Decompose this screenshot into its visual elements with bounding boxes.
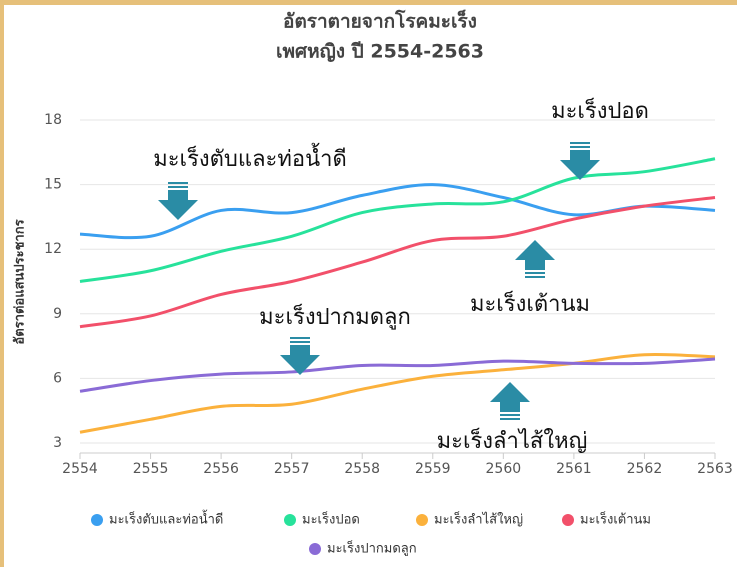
annotation-text: มะเร็งลำไส้ใหญ่ (437, 426, 588, 454)
x-tick-label: 2559 (415, 461, 451, 477)
x-tick-label: 2554 (62, 461, 98, 477)
arrow-part (280, 355, 320, 375)
legend-swatch (416, 514, 428, 526)
legend-swatch (284, 514, 296, 526)
x-tick-label: 2561 (556, 461, 592, 477)
x-tick-label: 2556 (203, 461, 239, 477)
arrow-part (525, 276, 545, 278)
x-tick-label: 2557 (274, 461, 310, 477)
x-tick-label: 2563 (697, 461, 733, 477)
annotation-arrow (560, 142, 600, 180)
y-axis-label: อัตราต่อแสนประชากร (13, 219, 28, 344)
y-tick-label: 9 (53, 306, 62, 322)
arrow-part (500, 418, 520, 420)
frame-left (0, 0, 4, 567)
arrow-part (515, 240, 555, 260)
arrow-part (290, 341, 310, 343)
series-line (79, 352, 716, 434)
legend-swatch (91, 514, 103, 526)
legend-swatch (309, 543, 321, 555)
arrow-part (560, 160, 600, 180)
arrow-part (525, 272, 545, 274)
arrow-part (500, 402, 520, 412)
series-line (79, 196, 716, 329)
series-line (79, 157, 716, 283)
x-tick-label: 2558 (344, 461, 380, 477)
annotation-arrow (515, 240, 555, 278)
y-tick-label: 12 (44, 241, 62, 257)
legend-label: มะเร็งลำไส้ใหญ่ (434, 510, 523, 528)
x-tick-label: 2555 (133, 461, 169, 477)
legend-label: มะเร็งปากมดลูก (327, 539, 417, 557)
x-tick-label: 2560 (486, 461, 522, 477)
arrow-part (168, 182, 188, 184)
legend-swatch (562, 514, 574, 526)
arrow-part (290, 337, 310, 339)
arrow-part (570, 150, 590, 160)
chart-subtitle: เพศหญิง ปี 2554-2563 (276, 41, 484, 63)
annotation-text: มะเร็งปอด (551, 96, 649, 124)
annotation-arrow (158, 182, 198, 220)
annotation-text: มะเร็งเต้านม (470, 289, 590, 317)
arrow-part (570, 142, 590, 144)
annotation-arrow (280, 337, 320, 375)
legend-label: มะเร็งเต้านม (580, 510, 651, 528)
arrow-part (570, 146, 590, 148)
y-tick-label: 15 (44, 177, 62, 193)
legend-label: มะเร็งปอด (302, 510, 360, 528)
arrow-part (290, 345, 310, 355)
arrow-part (525, 260, 545, 270)
arrow-part (500, 414, 520, 416)
arrow-part (158, 200, 198, 220)
y-tick-label: 3 (53, 435, 62, 451)
frame-top (0, 0, 737, 5)
chart-title: อัตราตายจากโรคมะเร็ง (283, 9, 477, 33)
y-tick-label: 18 (44, 112, 62, 128)
arrow-part (168, 186, 188, 188)
annotation-text: มะเร็งตับและท่อน้ำดี (153, 143, 347, 172)
series-line (79, 357, 716, 393)
annotation-text: มะเร็งปากมดลูก (259, 302, 411, 330)
arrow-part (168, 190, 188, 200)
y-tick-label: 6 (53, 370, 62, 386)
arrow-part (490, 382, 530, 402)
legend-label: มะเร็งตับและท่อน้ำดี (109, 510, 223, 528)
x-tick-label: 2562 (627, 461, 663, 477)
annotation-arrow (490, 382, 530, 420)
